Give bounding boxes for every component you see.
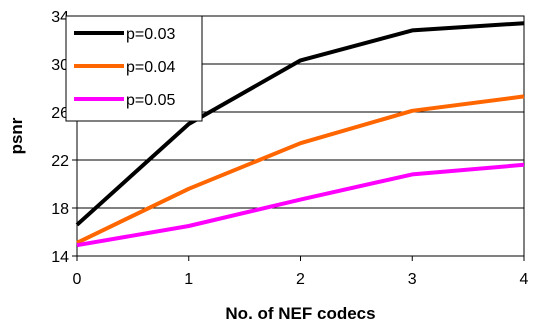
series-line-2	[76, 94, 525, 245]
x-tick-label: 0	[73, 271, 82, 288]
y-tick-label: 34	[51, 9, 69, 26]
legend: p=0.03 p=0.04 p=0.05	[65, 15, 203, 122]
x-tick-label: 4	[520, 271, 529, 288]
legend-label: p=0.03	[126, 26, 175, 43]
legend-label: p=0.05	[126, 92, 175, 109]
y-tick-label: 26	[51, 105, 69, 122]
x-tick-label: 2	[296, 271, 305, 288]
y-tick-label: 14	[51, 249, 69, 266]
series-line-3	[76, 162, 525, 248]
series-layer	[75, 21, 525, 248]
y-tick-label: 18	[51, 201, 69, 218]
y-axis-ticks: 14 18 22 26 30 34	[51, 9, 77, 266]
x-axis-ticks: 0 1 2 3 4	[73, 256, 529, 288]
y-tick-label: 22	[51, 153, 69, 170]
legend-label: p=0.04	[126, 59, 175, 76]
y-tick-label: 30	[51, 57, 69, 74]
x-tick-label: 3	[408, 271, 417, 288]
x-axis-title: No. of NEF codecs	[225, 304, 375, 323]
series-line-1	[75, 21, 525, 227]
x-tick-label: 1	[184, 271, 193, 288]
y-axis-title: psnr	[7, 117, 26, 154]
